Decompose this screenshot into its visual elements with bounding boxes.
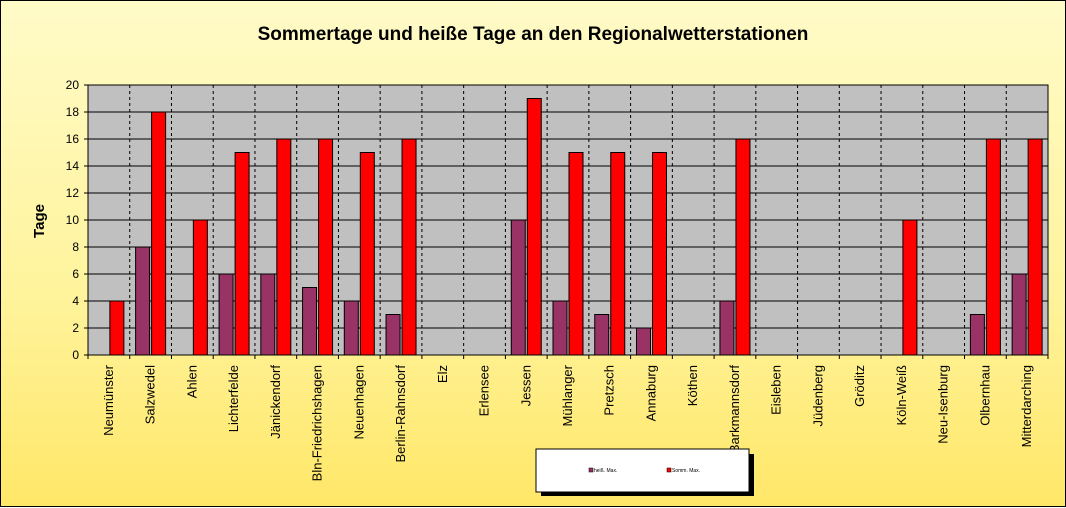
y-tick-label: 8	[72, 240, 79, 254]
x-tick-label: Gröditz	[852, 365, 867, 407]
bar-somm-max	[359, 152, 375, 356]
bar-heiss-max	[594, 314, 610, 356]
y-tick-label: 12	[66, 186, 80, 200]
x-tick-label: Annaburg	[643, 365, 658, 421]
x-tick-label: Ahlen	[184, 365, 199, 398]
bar-somm-max	[735, 138, 751, 356]
x-tick-label: Eisleben	[769, 365, 784, 415]
y-axis-label: Tage	[31, 204, 48, 238]
bar-somm-max	[1027, 138, 1043, 356]
x-tick-label: Pretzsch	[602, 365, 617, 416]
bar-heiss-max	[510, 219, 526, 356]
x-tick-label: Bln-Friedrichshagen	[310, 365, 325, 481]
x-tick-label: Neuenhagen	[351, 365, 366, 439]
bar-somm-max	[985, 138, 1001, 356]
bar-somm-max	[318, 138, 334, 356]
bar-heiss-max	[552, 300, 568, 356]
x-tick-label: Salzwedel	[143, 365, 158, 424]
legend-swatch-somm-max	[666, 467, 672, 473]
bar-heiss-max	[1011, 273, 1027, 356]
legend: heiß. Max. Somm. Max.	[535, 448, 754, 496]
bar-somm-max	[401, 138, 417, 356]
x-tick-label: Jessen	[518, 365, 533, 406]
y-tick-label: 14	[66, 159, 80, 173]
y-tick-label: 16	[66, 132, 80, 146]
bar-heiss-max	[385, 314, 401, 356]
bar-heiss-max	[969, 314, 985, 356]
bar-somm-max	[568, 152, 584, 356]
legend-label-heiss-max: heiß. Max.	[594, 468, 617, 474]
x-tick-label: Olbernhau	[977, 365, 992, 426]
y-tick-label: 0	[72, 348, 79, 362]
chart-title: Sommertage und heiße Tage an den Regiona…	[258, 24, 809, 45]
bar-somm-max	[651, 152, 667, 356]
legend-label-somm-max: Somm. Max.	[672, 468, 700, 474]
plot-area: 0 2 4 6 8 10 12 14 16 18 20 Neumünster Salzwedel Ahle…	[66, 78, 1049, 481]
x-tick-label: Barkmannsdorf	[727, 365, 742, 454]
x-tick-label: Jänickendorf	[268, 365, 283, 439]
x-tick-label: Mitterdarching	[1019, 365, 1034, 447]
bar-somm-max	[276, 138, 292, 356]
bar-heiss-max	[260, 273, 276, 356]
x-tick-label: Neumünster	[101, 364, 116, 435]
x-tick-label: Mühlanger	[560, 364, 575, 426]
bar-somm-max	[902, 219, 918, 356]
bar-heiss-max	[343, 300, 359, 356]
legend-box	[535, 448, 750, 493]
y-tick-label: 4	[72, 294, 79, 308]
x-tick-label: Berlin-Rahnsdorf	[393, 365, 408, 463]
bar-somm-max	[192, 219, 208, 356]
legend-swatch-heiss-max	[588, 467, 594, 473]
y-tick-label: 18	[66, 105, 80, 119]
bar-somm-max	[234, 152, 250, 356]
bar-somm-max	[526, 98, 542, 356]
bar-heiss-max	[635, 327, 651, 356]
bar-heiss-max	[218, 273, 234, 356]
x-tick-label: Lichterfelde	[226, 365, 241, 432]
bar-heiss-max	[719, 300, 735, 356]
bar-somm-max	[610, 152, 626, 356]
bar-somm-max	[109, 300, 125, 356]
x-tick-label: Erlensee	[477, 365, 492, 416]
x-tick-label: Neu-Isenburg	[936, 365, 951, 444]
y-tick-label: 2	[72, 321, 79, 335]
bar-somm-max	[151, 111, 167, 356]
y-tick-label: 10	[66, 213, 80, 227]
x-tick-label: Köthen	[685, 365, 700, 406]
y-tick-label: 20	[66, 78, 80, 92]
bar-heiss-max	[302, 287, 318, 356]
x-tick-label: Elz	[435, 365, 450, 383]
y-tick-label: 6	[72, 267, 79, 281]
x-tick-label: Jüdenberg	[810, 365, 825, 426]
x-tick-label: Köln-Weiß	[894, 365, 909, 426]
bar-heiss-max	[135, 246, 151, 356]
